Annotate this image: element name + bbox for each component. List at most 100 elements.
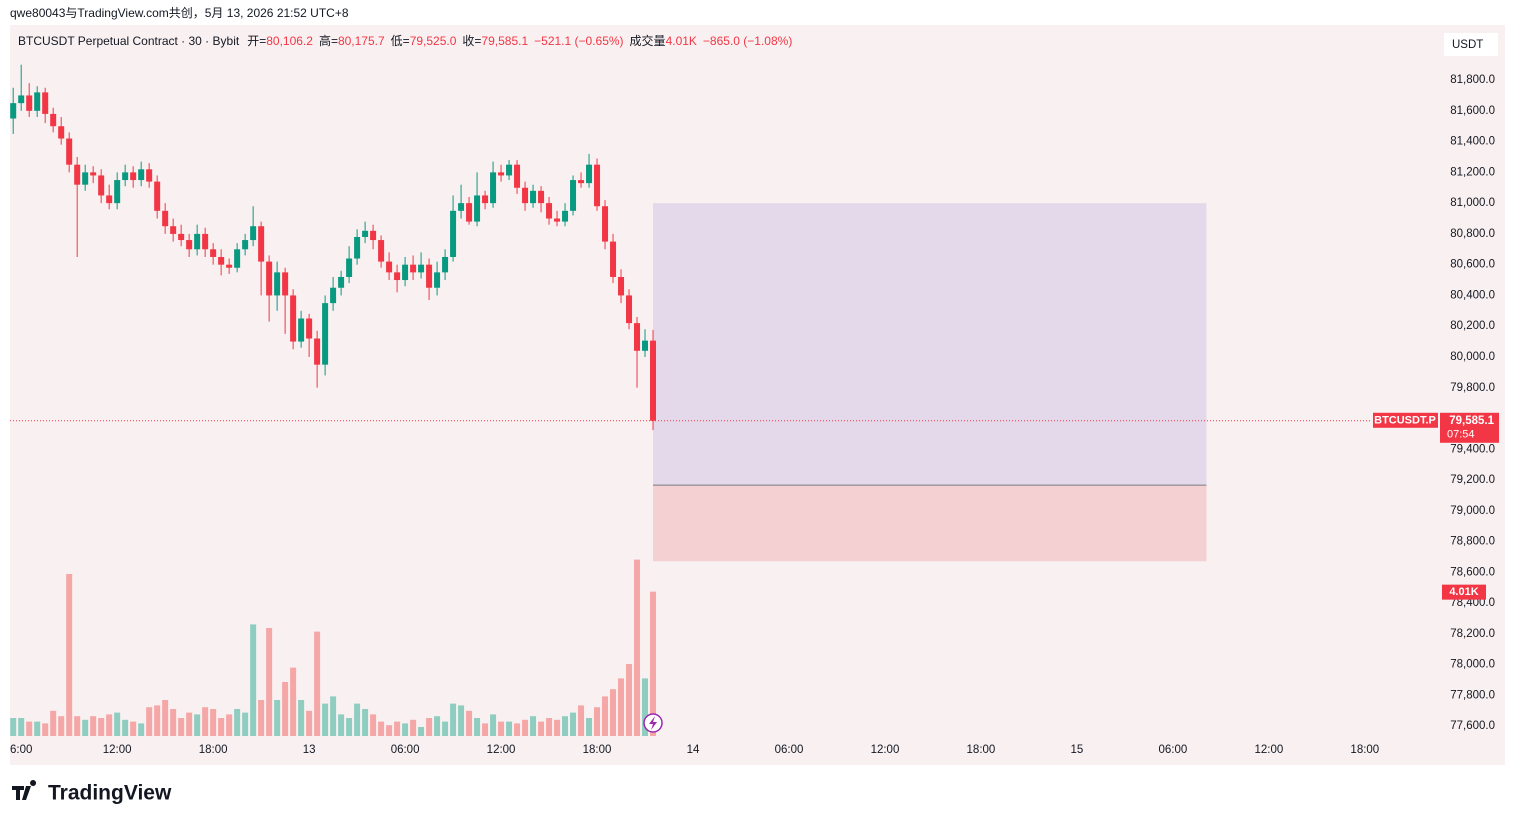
- x-tick-label: 18:00: [583, 744, 612, 756]
- volume-bar: [650, 591, 657, 736]
- x-tick-label: 14: [687, 744, 700, 756]
- candle-body: [34, 92, 41, 111]
- candle-body: [10, 103, 17, 119]
- volume-bar: [26, 721, 33, 736]
- volume-bar: [594, 707, 601, 736]
- candle-body: [202, 233, 209, 250]
- candle-body: [330, 287, 337, 304]
- candle-body: [242, 240, 249, 250]
- volume-bar: [202, 707, 209, 736]
- volume-bar: [74, 716, 81, 736]
- candle-body: [50, 113, 57, 127]
- volume-bar: [18, 718, 25, 736]
- legend-open-label: 开=: [247, 34, 266, 48]
- legend-high: 80,175.7: [338, 34, 385, 48]
- currency: USDT: [1452, 39, 1483, 51]
- legend-low: 79,525.0: [410, 34, 457, 48]
- volume-bar: [634, 559, 641, 736]
- candle-body: [314, 338, 321, 365]
- x-tick-label: 18:00: [199, 744, 228, 756]
- volume-bar: [42, 723, 49, 736]
- volume-bar: [418, 727, 425, 736]
- candle-body: [570, 180, 577, 211]
- candle-body: [258, 226, 265, 262]
- volume-bar: [322, 703, 329, 736]
- volume-bar: [442, 721, 449, 736]
- currency-box[interactable]: [1444, 33, 1498, 56]
- y-tick-label: 81,000.0: [1450, 197, 1495, 209]
- y-tick-label: 81,200.0: [1450, 166, 1495, 178]
- volume-bar: [450, 703, 457, 736]
- volume-bar: [250, 624, 257, 736]
- volume-bar: [138, 723, 145, 736]
- candle-body: [66, 138, 73, 165]
- candle-body: [458, 203, 465, 211]
- volume-bar: [82, 719, 89, 736]
- volume-bar: [578, 705, 585, 736]
- y-tick-label: 81,600.0: [1450, 105, 1495, 117]
- candle-body: [114, 180, 121, 204]
- candle-body: [346, 258, 353, 277]
- candle-body: [402, 264, 409, 281]
- candle-body: [130, 172, 137, 181]
- volume-bar: [618, 678, 625, 736]
- y-tick-label: 77,600.0: [1450, 720, 1495, 732]
- x-tick-label: 6:00: [10, 744, 32, 756]
- volume-bar: [186, 712, 193, 736]
- y-tick-label: 81,800.0: [1450, 74, 1495, 86]
- candle-body: [522, 187, 529, 204]
- candle-body: [218, 256, 225, 265]
- y-tick-label: 78,800.0: [1450, 536, 1495, 548]
- candle-body: [282, 272, 289, 296]
- legend-volume: 4.01K: [666, 34, 697, 48]
- volume-bar: [34, 721, 41, 736]
- volume-bar: [194, 714, 201, 736]
- volume-bar: [266, 628, 273, 736]
- x-tick-label: 12:00: [487, 744, 516, 756]
- brand: TradingView: [48, 782, 172, 805]
- volume-bar: [146, 707, 153, 736]
- volume-bar: [178, 718, 185, 736]
- candle-body: [650, 340, 657, 421]
- candle-body: [546, 203, 553, 219]
- volume-bar: [386, 725, 393, 736]
- candle-body: [58, 126, 65, 139]
- volume-bar: [394, 721, 401, 736]
- y-tick-label: 80,000.0: [1450, 351, 1495, 363]
- candle-body: [82, 172, 89, 185]
- volume-bar: [282, 682, 289, 736]
- volume-bar: [234, 709, 241, 736]
- volume-bar: [370, 714, 377, 736]
- volume-bar: [466, 710, 473, 736]
- candle-body: [474, 195, 481, 222]
- volume-bar: [338, 714, 345, 736]
- candle-body: [610, 241, 617, 277]
- volume-bar: [458, 705, 465, 736]
- candle-body: [410, 264, 417, 273]
- candle-body: [618, 276, 625, 296]
- candle-body: [250, 226, 257, 241]
- y-tick-label: 80,400.0: [1450, 289, 1495, 301]
- loss-zone: [653, 485, 1207, 562]
- volume-bar: [10, 718, 17, 736]
- candle-body: [26, 95, 33, 111]
- x-tick-label: 13: [303, 744, 316, 756]
- symbol-tag-box: [1373, 412, 1438, 428]
- candle-body: [274, 272, 281, 296]
- candle-body: [586, 164, 593, 184]
- x-tick-label: 12:00: [103, 744, 132, 756]
- volume-bar: [106, 714, 113, 736]
- legend-high-label: 高=: [319, 33, 338, 48]
- candle-body: [354, 236, 361, 259]
- candle-body: [450, 210, 457, 257]
- candle-body: [322, 303, 329, 365]
- legend-low-label: 低=: [391, 34, 410, 48]
- y-tick-label: 77,800.0: [1450, 689, 1495, 701]
- candle-body: [234, 249, 241, 268]
- last-price-label: 79,585.1: [1449, 415, 1494, 427]
- volume-bar: [482, 723, 489, 736]
- candle-body: [106, 195, 113, 204]
- volume-bar: [434, 716, 441, 736]
- alert-bolt: [649, 716, 658, 730]
